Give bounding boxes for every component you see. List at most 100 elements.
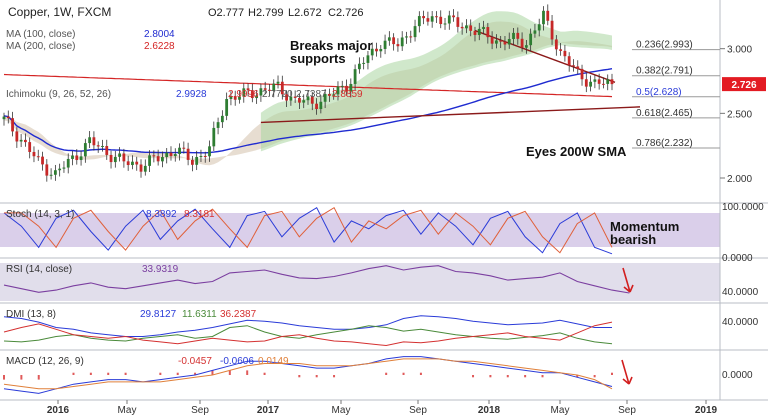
candle-body [340,85,344,87]
candle-body [255,95,259,99]
candle-body [392,37,396,45]
candle-body [156,156,160,162]
indicator-legend-value: 33.9319 [142,264,179,275]
annotation-eyes-200w: Eyes 200W SMA [526,144,627,159]
indicator-tick-label: 40.0000 [722,287,759,298]
candle-body [366,55,370,63]
price-tick-label: 3.000 [727,45,752,56]
ma-legend-name: MA (200, close) [6,41,75,52]
candle-body [602,83,605,85]
candle-body [66,158,70,168]
candle-body [11,118,14,132]
indicator-legend-name: DMI (13, 8) [6,309,56,320]
candle-body [302,100,306,103]
candle-body [24,139,27,143]
rsi-line [3,265,630,294]
candle-body [315,103,318,110]
macd-down-arrow [621,359,633,385]
candle-body [250,90,254,99]
candle-body [263,88,267,90]
candle-body [306,96,310,101]
candle-body [220,115,224,123]
ohlc-high: H2.799 [248,7,283,19]
ma200-line [3,73,613,98]
indicator-legend-value: -0.0606 [220,356,254,367]
dmi-line [3,315,612,337]
candle-body [422,16,426,19]
indicator-legend-value: 8.3181 [184,209,215,220]
candle-body [199,155,203,157]
candle-body [152,155,156,157]
candle-body [447,15,451,24]
candle-body [610,79,614,85]
indicator-legend-name: MACD (12, 26, 9) [6,356,84,367]
fib-level-label: 0.382(2.791) [636,66,693,77]
candle-body [546,10,550,21]
indicator-legend-value: 8.3892 [146,209,177,220]
candle-body [126,161,130,166]
candle-body [92,137,96,146]
candle-body [238,96,241,100]
annotation-momentum-line2: bearish [610,232,656,247]
candle-body [203,155,207,157]
candle-body [298,97,301,103]
fib-level-label: 0.236(2.993) [636,40,693,51]
indicator-tick-label: 0.0000 [722,370,753,381]
candle-body [83,143,87,157]
candle-body [465,25,468,29]
time-tick-label: Sep [409,405,427,416]
ichimoku-legend-value: 2.7720 [262,89,293,100]
candle-body [520,38,524,48]
candle-body [310,96,314,104]
candle-body [2,116,6,120]
candle-body [439,16,443,25]
candle-body [62,167,66,169]
candle-body [456,17,460,27]
candle-body [405,36,408,38]
indicator-legend-value: 29.8127 [140,309,177,320]
candle-body [400,37,404,47]
candle-body [45,164,49,176]
trendline-support [260,106,641,124]
candle-body [79,156,83,161]
candle-body [435,16,438,18]
candle-body [229,96,233,99]
candle-body [524,45,528,48]
candle-body [499,40,503,42]
candle-body [516,32,520,39]
candle-body [357,63,361,70]
candle-body [413,26,417,38]
indicator-legend-value: -0.0457 [178,356,212,367]
annotation-momentum-line1: Momentum [610,219,679,234]
candle-body [576,66,580,69]
time-tick-label: 2017 [257,405,280,416]
candle-body [396,44,400,47]
candle-body [195,156,199,165]
price-tick-label: 2.500 [727,109,752,120]
candle-body [512,32,515,40]
candle-body [550,20,554,40]
candle-body [443,23,447,25]
candle-body [208,146,211,157]
candle-body [118,153,122,157]
macd-signal-line [3,358,613,390]
candle-body [122,153,126,162]
candle-body [559,49,563,51]
last-price-badge [722,77,766,92]
fib-level-label: 0.618(2.465) [636,108,693,119]
candle-body [212,127,216,147]
candle-body [353,69,357,84]
candle-body [109,154,113,163]
candle-body [190,159,194,165]
ichimoku-legend-value: 2.7387 [296,89,327,100]
candle-body [178,147,181,155]
candle-body [370,48,374,56]
candle-body [494,40,498,44]
candle-body [319,101,323,110]
candle-body [580,68,584,80]
time-tick-label: 2019 [695,405,718,416]
candle-body [225,98,229,116]
ichimoku-legend-value: 2.9996 [228,89,259,100]
